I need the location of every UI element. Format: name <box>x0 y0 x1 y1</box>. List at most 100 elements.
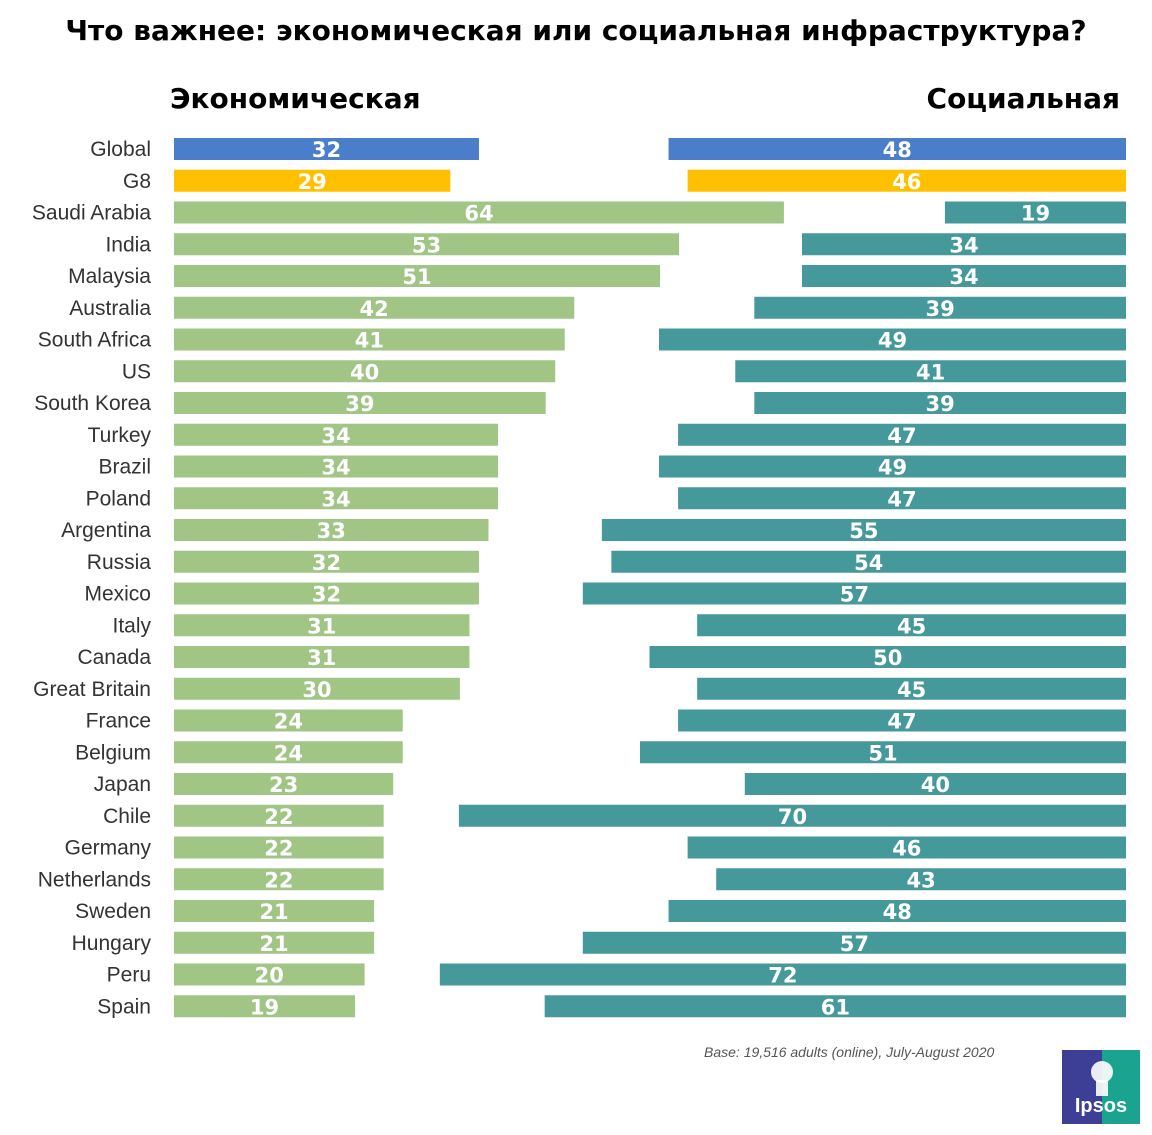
social-bar-germany <box>687 836 1126 859</box>
category-label-saudi-arabia: Saudi Arabia <box>32 202 151 225</box>
social-bar-poland <box>678 487 1126 510</box>
social-bar-south-korea <box>754 392 1126 414</box>
social-bar-great-britain <box>697 677 1126 700</box>
social-bar-sweden <box>668 900 1126 922</box>
economic-bar-india <box>174 233 680 256</box>
social-bar-mexico <box>582 582 1126 605</box>
category-label-japan: Japan <box>94 773 151 796</box>
category-label-sweden: Sweden <box>75 900 151 923</box>
social-value-mexico: 57 <box>840 583 869 607</box>
economic-value-chile: 22 <box>264 805 293 829</box>
category-label-india: India <box>105 233 151 256</box>
economic-bar-south-africa <box>174 328 565 351</box>
economic-value-global: 32 <box>312 138 341 162</box>
economic-value-mexico: 32 <box>312 583 341 607</box>
economic-bar-belgium <box>174 741 403 764</box>
economic-bar-spain <box>174 995 356 1018</box>
economic-bar-italy <box>174 614 470 637</box>
social-value-canada: 50 <box>873 646 902 670</box>
economic-bar-saudi-arabia <box>174 201 784 224</box>
economic-bar-poland <box>174 487 499 510</box>
social-bar-russia <box>611 550 1126 573</box>
social-bar-japan <box>744 773 1126 795</box>
category-label-us: US <box>122 360 151 383</box>
category-label-turkey: Turkey <box>88 424 152 447</box>
social-bar-australia <box>754 296 1126 319</box>
social-bar-chile <box>458 804 1126 827</box>
economic-value-sweden: 21 <box>259 900 288 924</box>
economic-bar-france <box>174 709 403 732</box>
base-note: Base: 19,516 adults (online), July-Augus… <box>704 1044 995 1060</box>
social-value-russia: 54 <box>854 551 883 575</box>
social-value-netherlands: 43 <box>906 868 935 892</box>
economic-value-south-africa: 41 <box>355 329 384 353</box>
category-label-chile: Chile <box>103 805 151 828</box>
category-label-spain: Spain <box>97 995 151 1018</box>
social-bar-italy <box>697 614 1126 637</box>
economic-value-netherlands: 22 <box>264 868 293 892</box>
category-label-argentina: Argentina <box>61 519 151 542</box>
social-value-peru: 72 <box>768 964 797 988</box>
social-bar-netherlands <box>716 868 1126 891</box>
social-value-global: 48 <box>883 138 912 162</box>
economic-value-malaysia: 51 <box>402 265 431 289</box>
economic-bar-malaysia <box>174 265 661 287</box>
social-bar-us <box>735 360 1126 383</box>
social-value-hungary: 57 <box>840 932 869 956</box>
social-value-japan: 40 <box>921 773 950 797</box>
economic-value-japan: 23 <box>269 773 298 797</box>
category-label-global: Global <box>90 138 151 161</box>
category-label-australia: Australia <box>69 297 151 320</box>
social-value-france: 47 <box>887 710 916 734</box>
economic-value-russia: 32 <box>312 551 341 575</box>
economic-bar-sweden <box>174 900 375 922</box>
social-value-argentina: 55 <box>849 519 878 543</box>
social-value-us: 41 <box>916 360 945 384</box>
social-value-saudi-arabia: 19 <box>1021 202 1050 226</box>
category-label-mexico: Mexico <box>84 583 151 606</box>
social-bar-g8 <box>687 169 1126 192</box>
category-label-south-korea: South Korea <box>34 392 151 415</box>
social-bar-turkey <box>678 423 1126 446</box>
economic-value-saudi-arabia: 64 <box>464 202 493 226</box>
economic-value-g8: 29 <box>298 170 327 194</box>
economic-bar-global <box>174 138 479 160</box>
economic-bar-japan <box>174 773 394 795</box>
economic-value-spain: 19 <box>250 995 279 1019</box>
social-bar-peru <box>439 963 1127 986</box>
chart-title: Что важнее: экономическая или социальная… <box>65 14 1087 47</box>
social-bar-france <box>678 709 1126 732</box>
economic-bar-peru <box>174 963 365 986</box>
social-value-poland: 47 <box>887 487 916 511</box>
category-label-canada: Canada <box>77 646 151 669</box>
social-series-header: Социальная <box>926 82 1120 115</box>
social-bar-global <box>668 138 1126 160</box>
economic-bar-south-korea <box>174 392 546 414</box>
category-label-netherlands: Netherlands <box>38 868 151 891</box>
economic-value-peru: 20 <box>255 964 284 988</box>
category-label-france: France <box>86 710 151 733</box>
category-label-brazil: Brazil <box>98 456 151 479</box>
category-label-germany: Germany <box>65 837 152 860</box>
economic-value-belgium: 24 <box>274 741 303 765</box>
social-bar-canada <box>649 646 1126 668</box>
social-value-spain: 61 <box>821 995 850 1019</box>
social-value-brazil: 49 <box>878 456 907 480</box>
category-label-peru: Peru <box>107 964 151 987</box>
category-label-belgium: Belgium <box>75 741 151 764</box>
economic-bar-g8 <box>174 169 451 192</box>
economic-value-italy: 31 <box>307 614 336 638</box>
ipsos-logo-text: Ipsos <box>1074 1095 1128 1117</box>
economic-value-south-korea: 39 <box>345 392 374 416</box>
social-value-sweden: 48 <box>883 900 912 924</box>
social-value-chile: 70 <box>778 805 807 829</box>
economic-bar-great-britain <box>174 677 460 700</box>
social-value-south-africa: 49 <box>878 329 907 353</box>
economic-bar-germany <box>174 836 384 859</box>
economic-bar-mexico <box>174 582 479 605</box>
category-label-italy: Italy <box>112 614 151 637</box>
category-label-g8: G8 <box>123 170 151 193</box>
economic-bar-argentina <box>174 519 489 541</box>
social-value-malaysia: 34 <box>949 265 978 289</box>
economic-bar-canada <box>174 646 470 668</box>
